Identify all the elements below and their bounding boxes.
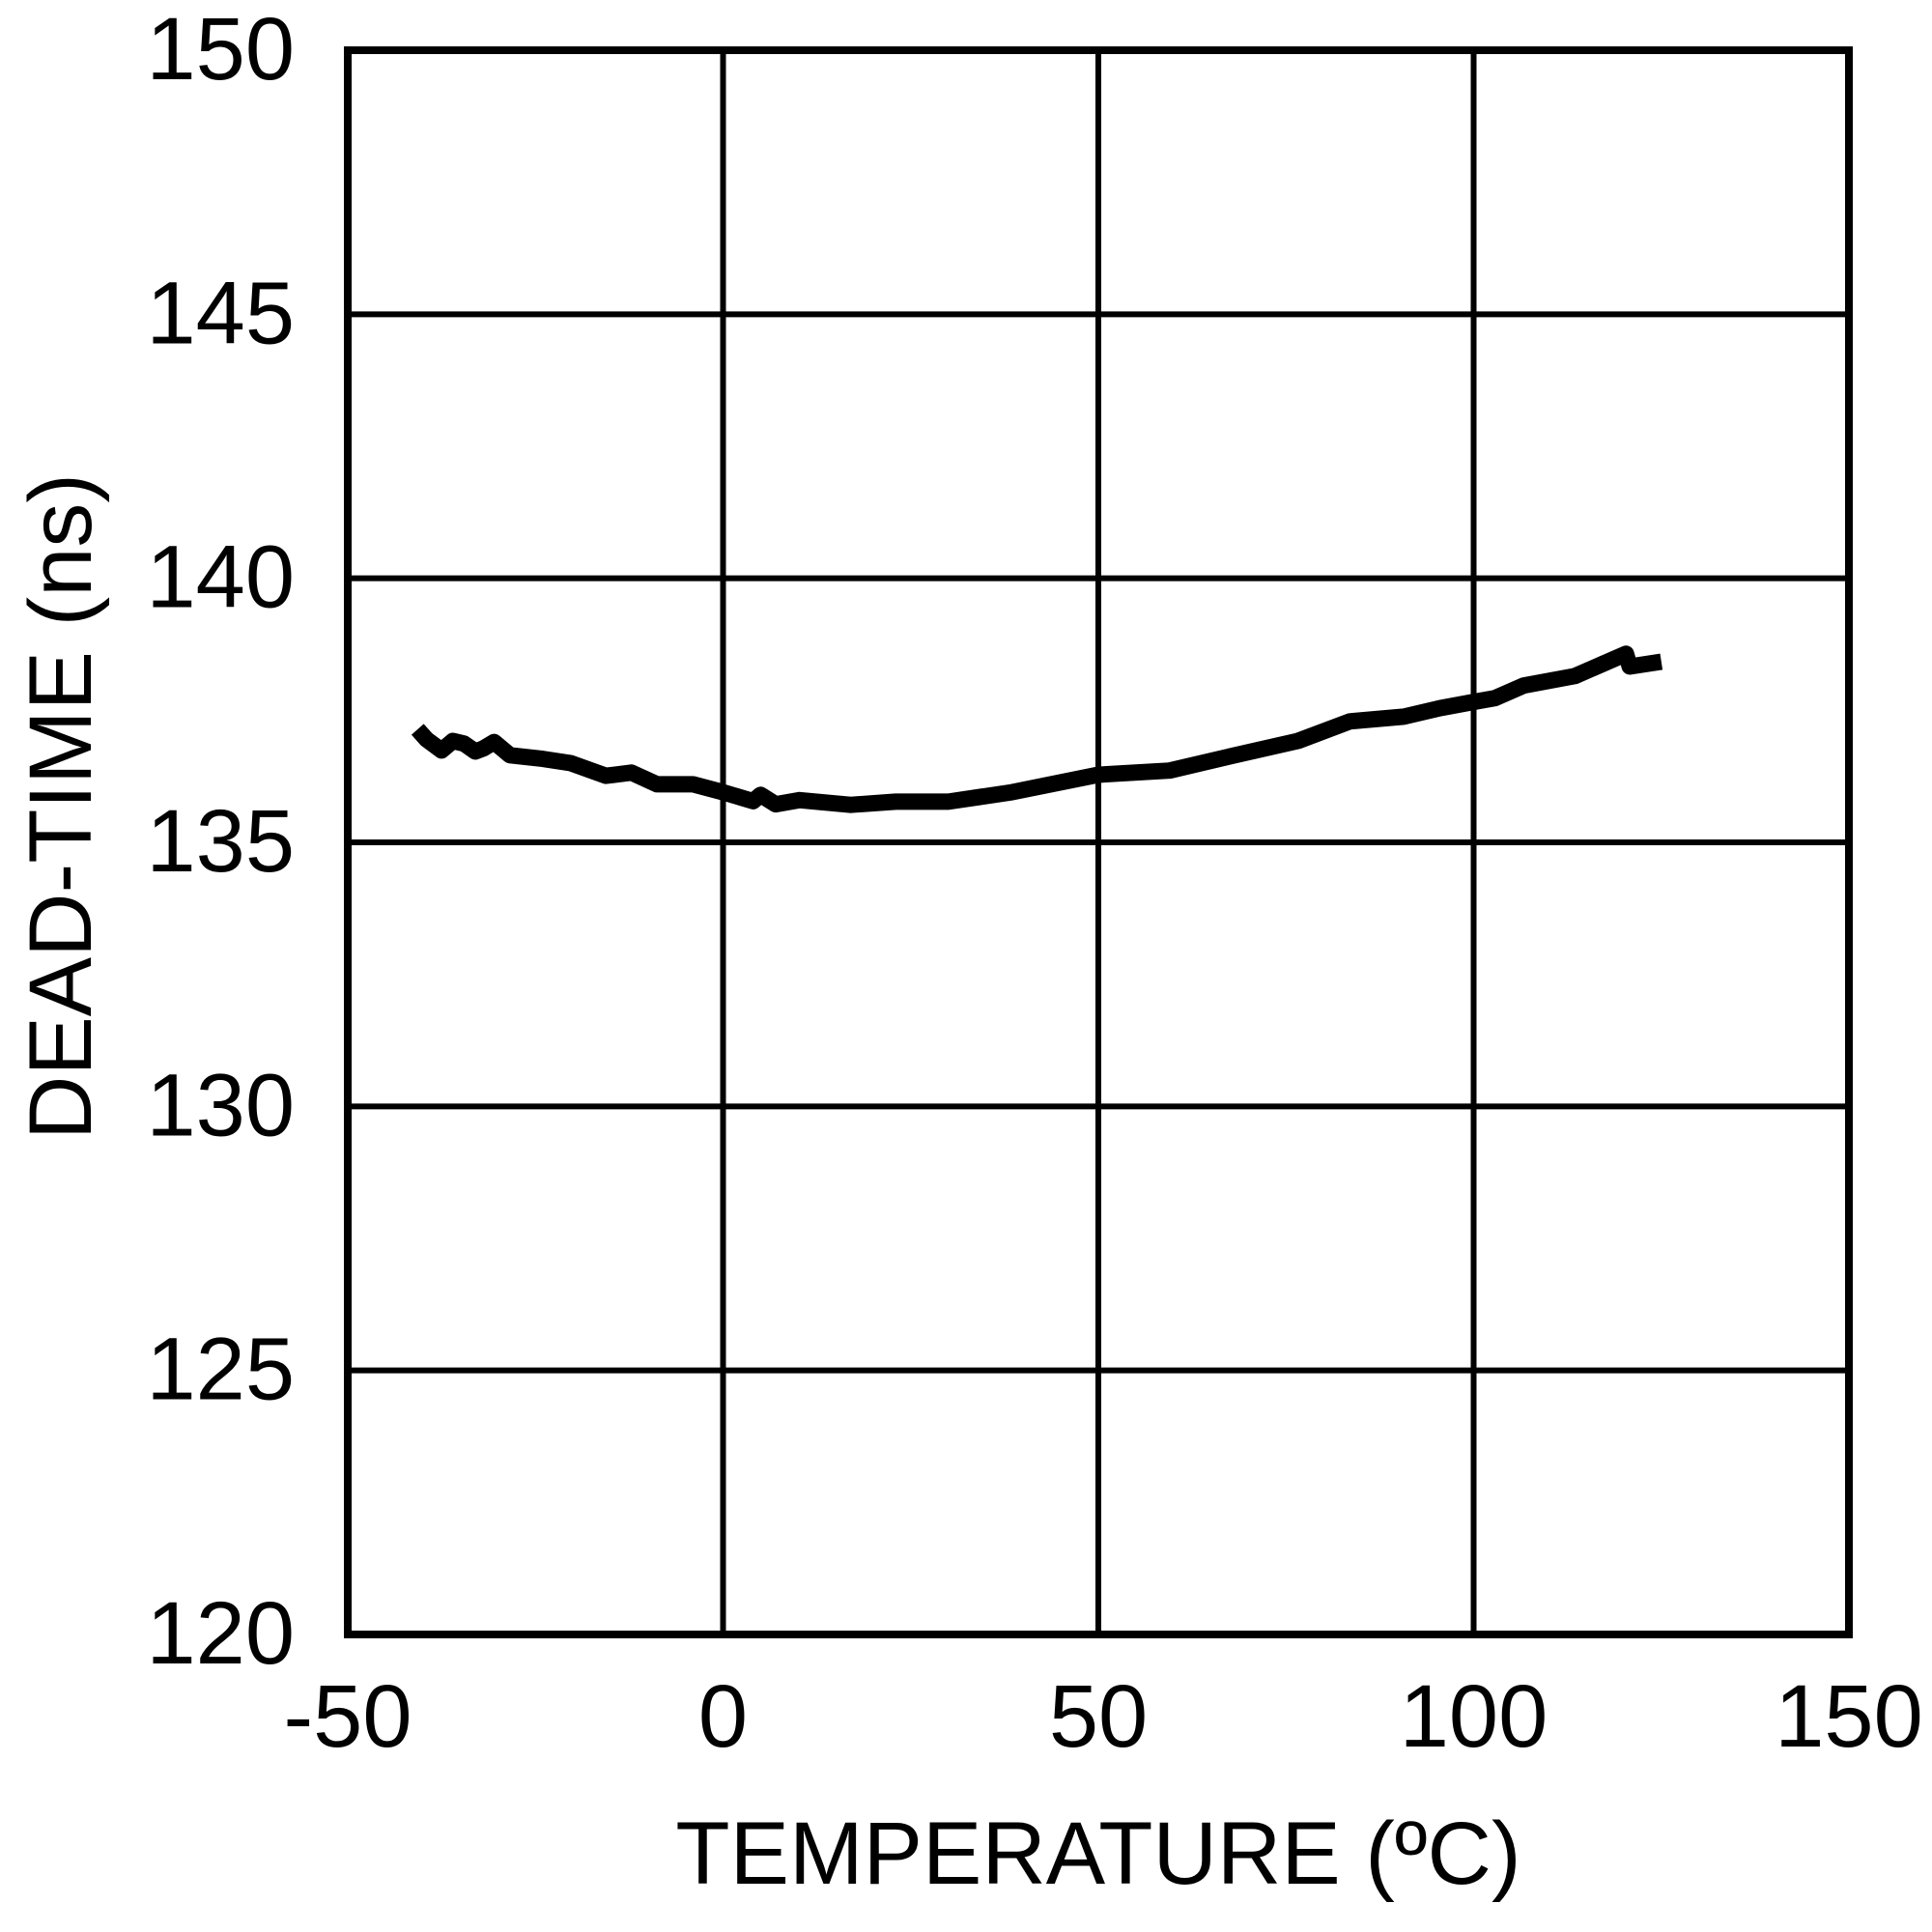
y-axis-ticks: 120 125 130 135 140 145 150 [147, 0, 296, 1683]
x-tick-label: 0 [698, 1667, 748, 1766]
y-tick-label: 130 [147, 1056, 296, 1154]
x-axis-ticks: -50 0 50 100 150 [284, 1667, 1923, 1766]
y-tick-label: 150 [147, 0, 296, 99]
x-tick-label: 150 [1775, 1667, 1923, 1766]
y-tick-label: 140 [147, 528, 296, 627]
y-axis-label: DEAD-TIME (ns) [12, 473, 110, 1140]
y-tick-label: 125 [147, 1321, 296, 1419]
x-axis-label: TEMPERATURE (ºC) [675, 1804, 1520, 1903]
grid-lines [345, 47, 1852, 1637]
dead-time-series-line [411, 645, 1663, 813]
y-tick-label: 135 [147, 792, 296, 891]
y-tick-label: 145 [147, 264, 296, 362]
plot-frame [344, 46, 1853, 1638]
x-tick-label: 100 [1400, 1667, 1548, 1766]
y-tick-label: 120 [147, 1584, 296, 1683]
x-tick-label: 50 [1049, 1667, 1148, 1766]
x-tick-label: -50 [284, 1667, 412, 1766]
